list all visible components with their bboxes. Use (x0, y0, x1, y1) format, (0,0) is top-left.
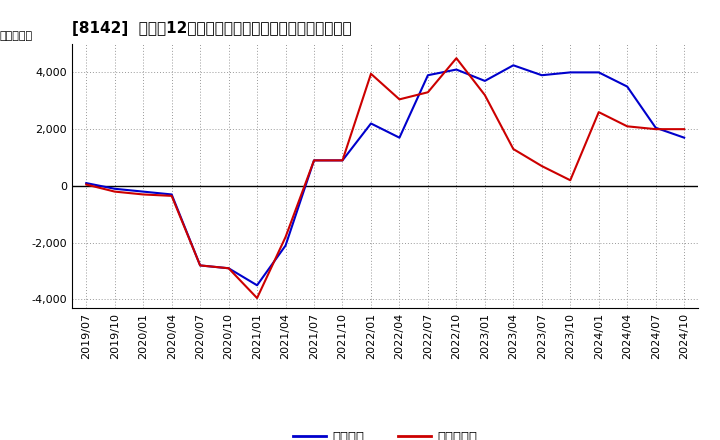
経常利益 (566, 70, 575, 75)
当期純利益 (566, 178, 575, 183)
当期純利益 (225, 266, 233, 271)
経常利益 (537, 73, 546, 78)
当期純利益 (423, 90, 432, 95)
経常利益 (680, 135, 688, 140)
当期純利益 (82, 182, 91, 187)
当期純利益 (395, 97, 404, 102)
当期純利益 (509, 147, 518, 152)
当期純利益 (480, 92, 489, 98)
経常利益 (253, 282, 261, 288)
当期純利益 (623, 124, 631, 129)
経常利益 (167, 192, 176, 197)
経常利益 (509, 62, 518, 68)
経常利益 (196, 263, 204, 268)
経常利益 (480, 78, 489, 84)
経常利益 (225, 266, 233, 271)
経常利益 (110, 186, 119, 191)
Y-axis label: （百万円）: （百万円） (0, 31, 32, 41)
経常利益 (282, 243, 290, 248)
当期純利益 (338, 158, 347, 163)
当期純利益 (366, 71, 375, 77)
経常利益 (623, 84, 631, 89)
当期純利益 (167, 193, 176, 198)
Text: [8142]  利益の12か月移動合計の対前年同期増減額の推移: [8142] 利益の12か月移動合計の対前年同期増減額の推移 (72, 21, 351, 36)
Line: 当期純利益: 当期純利益 (86, 58, 684, 298)
経常利益 (338, 158, 347, 163)
当期純利益 (282, 235, 290, 240)
経常利益 (423, 73, 432, 78)
当期純利益 (253, 295, 261, 301)
当期純利益 (680, 127, 688, 132)
経常利益 (452, 67, 461, 72)
当期純利益 (310, 158, 318, 163)
経常利益 (652, 125, 660, 130)
当期純利益 (595, 110, 603, 115)
当期純利益 (196, 263, 204, 268)
当期純利益 (652, 127, 660, 132)
Line: 経常利益: 経常利益 (86, 65, 684, 285)
経常利益 (395, 135, 404, 140)
経常利益 (82, 180, 91, 186)
当期純利益 (110, 189, 119, 194)
経常利益 (310, 158, 318, 163)
当期純利益 (452, 55, 461, 61)
経常利益 (595, 70, 603, 75)
Legend: 経常利益, 当期純利益: 経常利益, 当期純利益 (288, 425, 482, 440)
当期純利益 (537, 163, 546, 169)
当期純利益 (139, 192, 148, 197)
経常利益 (139, 189, 148, 194)
経常利益 (366, 121, 375, 126)
